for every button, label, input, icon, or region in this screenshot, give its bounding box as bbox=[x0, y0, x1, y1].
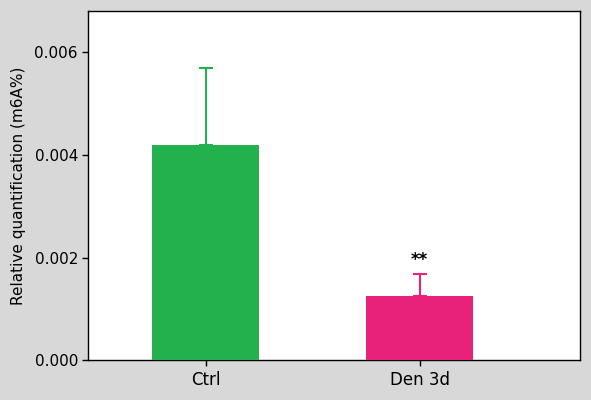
Bar bbox=[152, 145, 259, 360]
Text: **: ** bbox=[411, 251, 428, 269]
Bar bbox=[366, 296, 473, 360]
Y-axis label: Relative quantification (m6A%): Relative quantification (m6A%) bbox=[11, 67, 26, 305]
